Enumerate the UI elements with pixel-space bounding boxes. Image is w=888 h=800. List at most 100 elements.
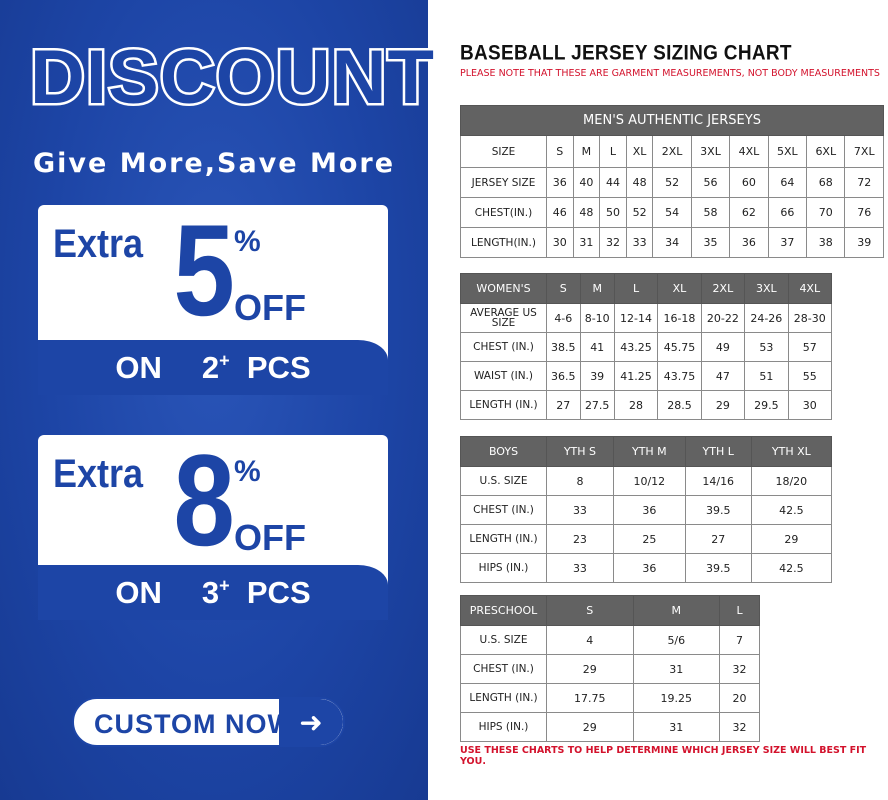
table-cell: 29 xyxy=(546,654,634,684)
table-cell: 55 xyxy=(787,361,833,391)
preschool-size-table: PRESCHOOL S M L U.S. SIZE 4 5/6 7 CHEST (IN.) 29 3… xyxy=(460,595,760,742)
table-cell: 8-10 xyxy=(579,303,615,333)
table-cell: 23 xyxy=(546,524,614,554)
table-cell: 37 xyxy=(767,227,808,258)
row-label: CHEST (IN.) xyxy=(460,332,547,362)
table-cell: 42.5 xyxy=(750,495,833,525)
qty-plus: + xyxy=(219,350,230,371)
column-header: M xyxy=(572,135,601,168)
table-cell: 5/6 xyxy=(632,625,721,655)
column-header: YTH L xyxy=(684,436,752,467)
row-label: CHEST(IN.) xyxy=(460,197,547,228)
on-text: ON xyxy=(115,349,162,385)
table-cell: 66 xyxy=(767,197,808,228)
table-cell: 27.5 xyxy=(579,390,615,420)
table-cell: 43.75 xyxy=(657,361,702,391)
table-cell: 54 xyxy=(652,197,692,228)
table-row: U.S. SIZE 4 5/6 7 xyxy=(460,625,760,655)
column-header: XL xyxy=(625,135,654,168)
table-cell: 51 xyxy=(744,361,789,391)
column-header: 2XL xyxy=(700,273,746,304)
table-row: CHEST (IN.) 38.5 41 43.25 45.75 49 53 57 xyxy=(460,332,833,362)
table-cell: 72 xyxy=(844,167,884,198)
table-cell: 16-18 xyxy=(657,303,702,333)
table-cell: 19.25 xyxy=(632,683,721,713)
table-cell: 31 xyxy=(572,227,601,258)
column-header: 4XL xyxy=(729,135,769,168)
column-header: 5XL xyxy=(767,135,808,168)
measurement-note: PLEASE NOTE THAT THESE ARE GARMENT MEASU… xyxy=(460,68,880,79)
mens-size-table: MEN'S AUTHENTIC JERSEYS SIZE S M L XL 2XL 3XL 4X… xyxy=(460,105,884,258)
table-cell: 12-14 xyxy=(613,303,659,333)
chart-footer-note: USE THESE CHARTS TO HELP DETERMINE WHICH… xyxy=(460,745,867,767)
row-label: WAIST (IN.) xyxy=(460,361,547,391)
table-row: LENGTH (IN.) 23 25 27 29 xyxy=(460,524,833,554)
custom-now-button[interactable]: CUSTOM NOW ➜ xyxy=(72,697,345,747)
button-label: CUSTOM NOW xyxy=(94,709,294,739)
row-label: CHEST (IN.) xyxy=(460,654,547,684)
table-cell: 30 xyxy=(787,390,833,420)
table-cell: 28.5 xyxy=(657,390,702,420)
table-title: MEN'S AUTHENTIC JERSEYS xyxy=(460,105,884,136)
table-cell: 30 xyxy=(546,227,574,258)
row-label: U.S. SIZE xyxy=(460,625,547,655)
table-cell: 48 xyxy=(572,197,601,228)
table-cell: 29 xyxy=(750,524,833,554)
column-header: M xyxy=(579,273,615,304)
column-header: S xyxy=(546,135,574,168)
offer-condition: ON 3+ PCS xyxy=(38,565,388,620)
table-cell: 70 xyxy=(806,197,846,228)
table-cell: 4 xyxy=(546,625,634,655)
table-cell: 49 xyxy=(700,332,746,362)
table-cell: 28-30 xyxy=(787,303,833,333)
table-cell: 34 xyxy=(652,227,692,258)
table-row: JERSEY SIZE 36 40 44 48 52 56 60 64 68 72 xyxy=(460,167,884,198)
percent-sign: % xyxy=(234,225,261,258)
table-cell: 52 xyxy=(625,197,654,228)
table-cell: 25 xyxy=(612,524,686,554)
column-header: 3XL xyxy=(744,273,789,304)
column-header: PRESCHOOL xyxy=(460,595,547,626)
table-cell: 48 xyxy=(625,167,654,198)
table-cell: 47 xyxy=(700,361,746,391)
table-cell: 43.25 xyxy=(613,332,659,362)
tagline: Give More,Save More xyxy=(32,148,396,179)
percent-sign: % xyxy=(234,455,261,488)
table-cell: 41.25 xyxy=(613,361,659,391)
table-cell: 36.5 xyxy=(546,361,581,391)
row-label: LENGTH (IN.) xyxy=(460,524,547,554)
table-cell: 68 xyxy=(806,167,846,198)
offer-number: 5 xyxy=(173,205,235,343)
table-row: CHEST (IN.) 29 31 32 xyxy=(460,654,760,684)
table-cell: 20 xyxy=(719,683,760,713)
table-row: WAIST (IN.) 36.5 39 41.25 43.75 47 51 55 xyxy=(460,361,833,391)
column-header: 3XL xyxy=(690,135,731,168)
table-cell: 24-26 xyxy=(744,303,789,333)
table-row: HIPS (IN.) 33 36 39.5 42.5 xyxy=(460,553,833,583)
chart-title: BASEBALL JERSEY SIZING CHART xyxy=(460,42,792,66)
table-cell: 39 xyxy=(844,227,884,258)
table-cell: 50 xyxy=(599,197,627,228)
qty-number: 3 xyxy=(201,574,220,610)
qty-plus: + xyxy=(219,575,230,596)
header-row: BOYS YTH S YTH M YTH L YTH XL xyxy=(460,436,833,467)
table-cell: 38.5 xyxy=(546,332,581,362)
table-cell: 35 xyxy=(690,227,731,258)
table-cell: 4-6 xyxy=(546,303,581,333)
table-cell: 40 xyxy=(572,167,601,198)
on-text: ON xyxy=(115,574,162,610)
table-row: CHEST(IN.) 46 48 50 52 54 58 62 66 70 76 xyxy=(460,197,884,228)
table-cell: 56 xyxy=(690,167,731,198)
offer-off: OFF xyxy=(234,287,306,328)
column-header: 4XL xyxy=(787,273,833,304)
table-cell: 28 xyxy=(613,390,659,420)
table-cell: 32 xyxy=(599,227,627,258)
column-header: S xyxy=(546,273,581,304)
table-cell: 8 xyxy=(546,466,614,496)
table-cell: 33 xyxy=(546,495,614,525)
column-header: 7XL xyxy=(844,135,884,168)
offer-condition: ON 2+ PCS xyxy=(38,340,388,395)
column-header: M xyxy=(632,595,721,626)
discount-headline: DISCOUNT xyxy=(28,33,437,123)
table-cell: 38 xyxy=(806,227,846,258)
